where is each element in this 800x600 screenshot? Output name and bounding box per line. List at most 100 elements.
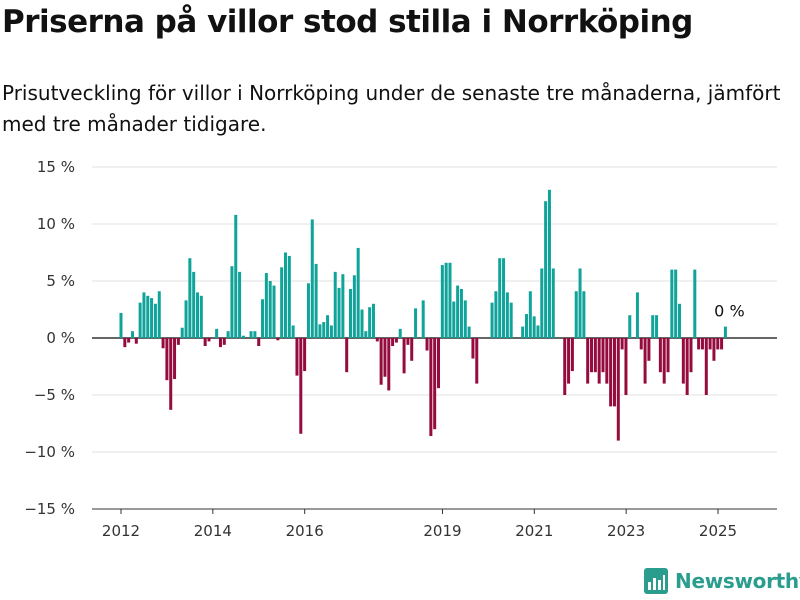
bar <box>521 326 525 338</box>
bar <box>299 338 303 434</box>
bar <box>280 267 284 338</box>
y-tick-label: 15 % <box>37 158 75 176</box>
bar <box>153 303 157 338</box>
bar <box>586 338 590 384</box>
bar <box>238 271 242 338</box>
bar <box>173 338 177 380</box>
bar <box>536 325 540 338</box>
bar <box>119 312 123 338</box>
bar <box>635 292 639 338</box>
bar <box>643 338 647 384</box>
x-tick-label: 2012 <box>102 522 140 540</box>
bar <box>674 269 678 338</box>
bar <box>578 268 582 338</box>
x-tick-label: 2025 <box>699 522 737 540</box>
bar <box>620 338 624 350</box>
bar <box>524 314 528 338</box>
bar <box>647 338 651 361</box>
bar <box>494 291 498 338</box>
bar <box>547 189 551 338</box>
bar <box>609 338 613 407</box>
bar <box>322 322 326 338</box>
bar <box>333 271 337 338</box>
bar <box>375 338 379 342</box>
bar <box>345 338 349 373</box>
bar <box>593 338 597 373</box>
bar <box>421 300 425 338</box>
bar <box>693 269 697 338</box>
bar <box>188 258 192 338</box>
bar <box>257 338 261 346</box>
bar <box>199 295 203 338</box>
x-tick-label: 2014 <box>194 522 232 540</box>
bar <box>349 288 353 338</box>
bar <box>639 338 643 350</box>
bar <box>490 302 494 338</box>
bar <box>249 331 253 338</box>
bar <box>157 291 161 338</box>
bar <box>551 268 555 338</box>
chart-title: Priserna på villor stod stilla i Norrköp… <box>2 4 693 40</box>
bar <box>146 295 150 338</box>
y-tick-label: 10 % <box>37 215 75 233</box>
bar <box>505 292 509 338</box>
bar <box>662 338 666 384</box>
bar <box>414 308 418 338</box>
annotation: 0 % <box>714 302 744 321</box>
bar <box>704 338 708 395</box>
y-tick-label: −10 % <box>24 443 75 461</box>
bar <box>712 338 716 361</box>
bar <box>138 302 142 338</box>
bar <box>215 328 219 338</box>
bar <box>528 291 532 338</box>
bar <box>253 331 257 338</box>
bar <box>276 338 280 341</box>
bar <box>440 265 444 338</box>
bar <box>689 338 693 373</box>
bar <box>241 335 245 338</box>
bar <box>387 338 391 391</box>
bar <box>532 316 536 338</box>
bar <box>456 285 460 338</box>
bar <box>192 271 196 338</box>
bar <box>295 338 299 376</box>
bar <box>222 338 226 345</box>
bar <box>509 302 513 338</box>
bar <box>207 338 211 342</box>
bar <box>218 338 222 348</box>
bar <box>410 338 414 361</box>
bar <box>329 325 333 338</box>
y-tick-label: −5 % <box>34 386 75 404</box>
bar <box>291 325 295 338</box>
y-tick-label: −15 % <box>24 500 75 518</box>
bar <box>360 309 364 338</box>
x-tick-label: 2021 <box>515 522 553 540</box>
bar <box>624 338 628 395</box>
x-tick-label: 2023 <box>607 522 645 540</box>
bar <box>352 275 356 338</box>
bar <box>391 338 395 346</box>
bar <box>314 263 318 338</box>
bar <box>605 338 609 384</box>
newsworthy-logo-icon <box>644 568 668 594</box>
bar <box>134 338 138 344</box>
bar <box>666 338 670 373</box>
bar <box>364 331 368 338</box>
bar <box>379 338 383 385</box>
bar <box>226 331 230 338</box>
bar <box>283 252 287 338</box>
bar <box>471 338 475 359</box>
bar <box>142 292 146 338</box>
bar <box>169 338 173 410</box>
bar <box>425 338 429 351</box>
bar <box>700 338 704 350</box>
bar <box>716 338 720 350</box>
bar <box>150 298 154 338</box>
bar <box>597 338 601 384</box>
bar <box>184 300 188 338</box>
bar <box>616 338 620 441</box>
bar <box>306 283 310 338</box>
bar <box>165 338 169 381</box>
chart-subtitle: Prisutveckling för villor i Norrköping u… <box>2 81 781 136</box>
bar <box>176 338 180 345</box>
